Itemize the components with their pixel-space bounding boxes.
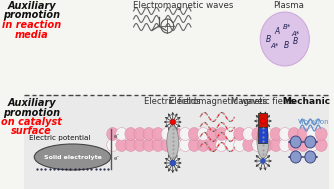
Text: e⁻: e⁻ [114, 135, 120, 139]
Text: Auxiliary: Auxiliary [7, 98, 56, 108]
Bar [24, 0, 329, 95]
Circle shape [125, 128, 137, 140]
Circle shape [188, 128, 200, 140]
FancyBboxPatch shape [259, 127, 268, 143]
Circle shape [297, 128, 309, 140]
Text: promotion: promotion [3, 108, 60, 118]
Text: Auxiliary: Auxiliary [7, 1, 56, 11]
FancyBboxPatch shape [259, 113, 268, 127]
Circle shape [305, 151, 316, 163]
Circle shape [261, 128, 273, 140]
Circle shape [261, 119, 265, 123]
Text: A: A [274, 26, 279, 36]
Circle shape [197, 139, 209, 152]
Circle shape [243, 128, 255, 140]
Text: Plasma: Plasma [273, 1, 304, 10]
Circle shape [116, 128, 128, 140]
Text: B: B [284, 42, 289, 50]
Text: A*: A* [292, 31, 300, 37]
Circle shape [215, 139, 227, 152]
Circle shape [270, 128, 282, 140]
Text: e⁻: e⁻ [114, 156, 120, 161]
Circle shape [170, 119, 175, 125]
Circle shape [179, 139, 191, 152]
Text: media: media [15, 29, 48, 40]
Circle shape [279, 139, 291, 152]
Circle shape [225, 139, 236, 152]
Text: B: B [293, 37, 298, 46]
Text: Electric potential: Electric potential [29, 135, 90, 141]
Circle shape [243, 139, 255, 152]
Circle shape [225, 128, 236, 140]
Text: Magnetic fields: Magnetic fields [231, 97, 295, 106]
Circle shape [215, 128, 227, 140]
Circle shape [260, 12, 309, 66]
Circle shape [161, 139, 173, 152]
Circle shape [288, 128, 300, 140]
Text: Mechanic: Mechanic [283, 97, 331, 106]
Circle shape [179, 128, 191, 140]
Circle shape [152, 128, 164, 140]
Text: Electromagnetic waves: Electromagnetic waves [169, 97, 267, 106]
Circle shape [134, 128, 146, 140]
Ellipse shape [167, 126, 179, 159]
Text: on catalyst: on catalyst [1, 117, 62, 127]
Circle shape [170, 160, 175, 166]
Circle shape [252, 139, 264, 152]
Circle shape [279, 128, 291, 140]
Circle shape [170, 128, 182, 140]
Circle shape [143, 128, 155, 140]
Text: A*: A* [271, 43, 279, 49]
Text: Solid electrolyte: Solid electrolyte [44, 154, 102, 160]
Circle shape [297, 139, 309, 152]
Circle shape [125, 139, 137, 152]
Circle shape [116, 139, 128, 152]
Circle shape [234, 128, 245, 140]
Circle shape [305, 136, 316, 148]
Text: promotion: promotion [3, 11, 60, 20]
Circle shape [188, 139, 200, 152]
Text: Electromagnetic waves: Electromagnetic waves [133, 1, 233, 10]
Text: Electric fields: Electric fields [144, 97, 201, 106]
Circle shape [261, 159, 265, 163]
Bar [24, 95, 329, 189]
Circle shape [252, 128, 264, 140]
Circle shape [107, 139, 119, 152]
Circle shape [143, 139, 155, 152]
Circle shape [197, 128, 209, 140]
Text: B: B [266, 35, 271, 43]
Circle shape [290, 136, 301, 148]
Circle shape [288, 139, 300, 152]
Circle shape [152, 139, 164, 152]
Circle shape [315, 139, 327, 152]
Text: B*: B* [283, 24, 291, 30]
Circle shape [270, 139, 282, 152]
Ellipse shape [34, 144, 111, 170]
Circle shape [206, 139, 218, 152]
Ellipse shape [257, 124, 269, 158]
Circle shape [306, 128, 318, 140]
Circle shape [206, 128, 218, 140]
Text: surface: surface [11, 126, 52, 136]
Circle shape [290, 151, 301, 163]
Circle shape [234, 139, 245, 152]
Circle shape [134, 139, 146, 152]
Circle shape [161, 128, 173, 140]
Circle shape [107, 128, 119, 140]
Circle shape [261, 139, 273, 152]
Circle shape [315, 128, 327, 140]
Circle shape [306, 139, 318, 152]
Circle shape [170, 139, 182, 152]
Text: in reaction: in reaction [2, 20, 61, 30]
Text: Vibration: Vibration [298, 119, 330, 125]
